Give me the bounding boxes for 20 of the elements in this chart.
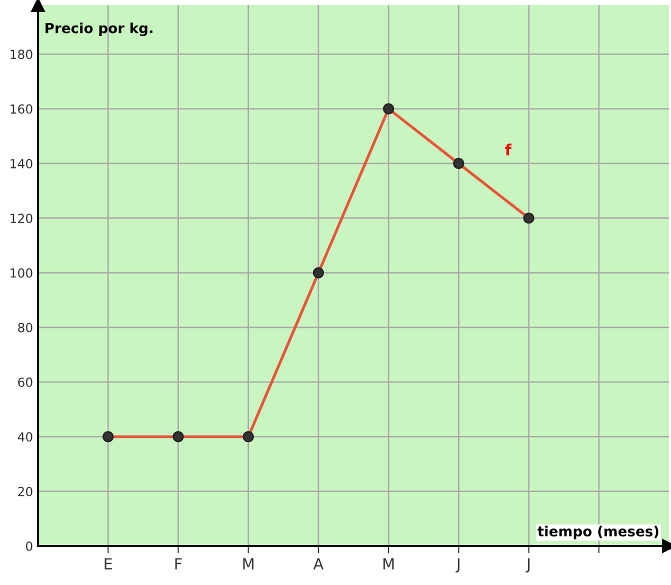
- y-tick-label: 80: [18, 322, 32, 332]
- y-axis-title: Precio por kg.: [46, 22, 152, 36]
- y-tick-label: 120: [10, 214, 32, 224]
- x-tick-label: J: [456, 558, 460, 572]
- x-tick-label: M: [383, 558, 394, 570]
- x-axis-title: tiempo (meses): [538, 526, 658, 540]
- y-tick-label: 180: [10, 50, 32, 60]
- y-tick-label: 160: [10, 104, 32, 114]
- x-tick-label: A: [313, 558, 324, 570]
- y-tick-label: 140: [10, 158, 32, 168]
- x-tick-label: E: [104, 558, 112, 570]
- y-tick-label: 0: [26, 541, 32, 551]
- x-tick-label: M: [243, 558, 254, 570]
- y-tick-label: 100: [10, 268, 32, 278]
- annotation: f: [505, 144, 512, 156]
- y-tick-label: 60: [18, 378, 32, 387]
- x-tick-label: J: [526, 558, 530, 572]
- y-tick-label: 20: [18, 486, 32, 496]
- y-tick-label: 40: [18, 432, 32, 442]
- x-tick-label: F: [175, 558, 182, 570]
